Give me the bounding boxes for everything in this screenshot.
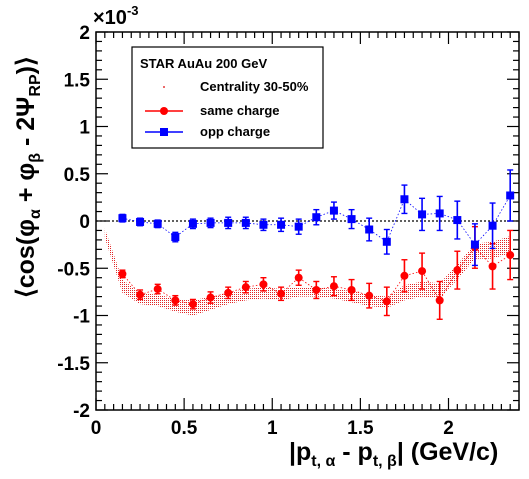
y-tick-label: 0.5 <box>64 165 91 186</box>
data-point <box>453 216 462 225</box>
x-axis-title: |pt, α - pt, β| (GeV/c) <box>289 438 498 470</box>
y-tick-label: 1 <box>79 118 90 139</box>
data-point <box>382 237 391 246</box>
x-title-part3: | (GeV/c) <box>397 438 498 466</box>
y-title-part1: ⟨cos(φ <box>12 219 40 298</box>
x-tick-label: 0.5 <box>171 418 198 439</box>
y-tick-label: 2 <box>79 23 90 44</box>
data-point <box>224 288 233 297</box>
legend-marker-opp-charge <box>160 128 168 136</box>
y-title-part4: )⟩ <box>12 56 40 74</box>
data-point <box>312 285 321 294</box>
data-point <box>488 221 497 230</box>
data-point <box>435 296 444 305</box>
band-area <box>104 228 511 316</box>
data-point <box>329 282 338 291</box>
y-exponent-label: ×10-3 <box>93 3 139 29</box>
x-title-part1: |p <box>289 438 311 466</box>
data-point <box>259 280 268 289</box>
legend: STAR AuAu 200 GeV Centrality 30-50% same… <box>131 46 324 149</box>
x-tick-label: 2 <box>443 418 454 439</box>
data-point <box>312 213 321 222</box>
y-tick-label: -0.5 <box>57 259 90 280</box>
data-point <box>400 195 409 204</box>
exponent-power: -3 <box>127 3 139 18</box>
x-tick-label: 0 <box>91 418 102 439</box>
data-point <box>277 289 286 298</box>
legend-entry-centrality: Centrality 30-50% <box>200 79 309 94</box>
y-title-sub3: RP <box>27 74 44 97</box>
y-tick-label: -2 <box>73 401 90 422</box>
data-point <box>136 290 145 299</box>
legend-marker-same-charge <box>160 107 168 115</box>
data-point <box>365 225 374 234</box>
data-point <box>347 285 356 294</box>
y-tick-label: -1 <box>73 307 90 328</box>
legend-entry-same-charge: same charge <box>200 103 280 118</box>
data-point <box>188 300 197 309</box>
y-tick-label: 0 <box>79 212 90 233</box>
data-point <box>277 220 286 229</box>
y-title-part3: - 2Ψ <box>12 97 40 153</box>
data-point <box>347 215 356 224</box>
y-tick-label: -1.5 <box>57 354 90 375</box>
legend-marker-band <box>163 86 165 88</box>
data-point <box>400 271 409 280</box>
data-point <box>206 293 215 302</box>
data-point <box>294 222 303 231</box>
data-point <box>259 220 268 229</box>
data-point <box>206 218 215 227</box>
data-point <box>506 191 515 200</box>
x-title-sub1: t, α <box>311 453 335 470</box>
series-connector <box>122 195 511 246</box>
y-axis-title: ⟨cos(φα + φβ - 2ΨRP)⟩ <box>12 56 44 298</box>
y-title-sub2: β <box>27 153 44 163</box>
x-tick-label: 1 <box>267 418 278 439</box>
x-tick-label: 1.5 <box>347 418 374 439</box>
data-point <box>171 296 180 305</box>
systematic-band <box>104 228 511 316</box>
exponent-base: ×10 <box>93 7 127 29</box>
data-series <box>118 169 515 320</box>
legend-title: STAR AuAu 200 GeV <box>140 56 267 71</box>
data-point <box>435 209 444 218</box>
data-point <box>506 251 515 260</box>
data-point <box>188 219 197 228</box>
series-opp-charge <box>118 169 515 267</box>
x-title-part2: - p <box>335 438 373 466</box>
plot-frame <box>95 31 520 411</box>
y-title-sub1: α <box>27 209 44 219</box>
data-point <box>136 217 145 226</box>
data-point <box>470 240 479 249</box>
data-point <box>365 291 374 300</box>
data-point <box>241 218 250 227</box>
data-point <box>118 269 127 278</box>
tick-labels: 0 0.5 1 1.5 2 2 1.5 1 0.5 0 -0.5 -1 -1.5 -2 <box>57 23 454 439</box>
data-point <box>118 214 127 223</box>
data-point <box>453 266 462 275</box>
data-point <box>488 262 497 271</box>
data-point <box>171 233 180 242</box>
data-point <box>418 210 427 219</box>
data-point <box>294 273 303 282</box>
data-point <box>329 206 338 215</box>
x-title-sub2: t, β <box>373 453 397 470</box>
y-tick-label: 1.5 <box>64 70 91 91</box>
data-point <box>241 283 250 292</box>
data-point <box>224 218 233 227</box>
data-point <box>418 267 427 276</box>
data-point <box>382 297 391 306</box>
y-title-part2: + φ <box>12 163 40 209</box>
data-point <box>153 219 162 228</box>
legend-entry-opp-charge: opp charge <box>200 124 270 139</box>
data-point <box>153 285 162 294</box>
